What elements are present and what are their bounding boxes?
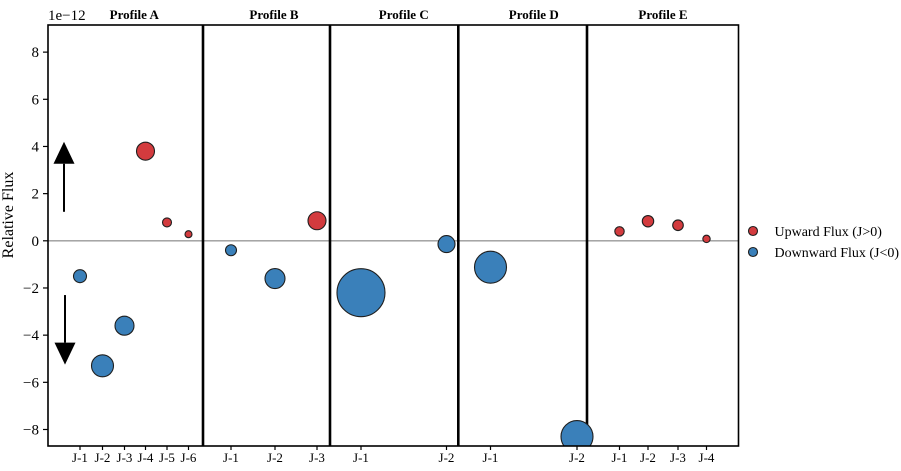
y-tick-label: −4 bbox=[23, 328, 39, 344]
y-tick-label: 8 bbox=[32, 45, 40, 61]
x-tick-label: J-5 bbox=[159, 450, 175, 465]
x-tick-label: J-2 bbox=[569, 450, 585, 465]
panel-title-profile-c: Profile C bbox=[379, 7, 429, 22]
data-points-layer bbox=[72, 141, 711, 446]
panel-separators-layer bbox=[201, 25, 589, 446]
x-tick-label: J-6 bbox=[181, 450, 197, 465]
panel-titles-layer: Profile A Profile B Profile C Profile D Prof… bbox=[110, 7, 688, 22]
panel-title-profile-e: Profile E bbox=[638, 7, 687, 22]
bubble-profile-a-j-2 bbox=[90, 354, 115, 378]
legend-marker-up bbox=[747, 225, 759, 237]
x-tick-label: J-3 bbox=[309, 450, 325, 465]
bubble-profile-a-j-6 bbox=[184, 230, 193, 239]
bubble-profile-a-j-3 bbox=[114, 315, 135, 336]
x-tick-label: J-1 bbox=[483, 450, 499, 465]
y-tick-label: −6 bbox=[23, 375, 39, 391]
bubble-profile-c-j-2 bbox=[437, 235, 456, 254]
bubble-profile-e-j-3 bbox=[672, 219, 684, 232]
y-tick-label: −8 bbox=[23, 422, 39, 438]
panel-title-profile-a: Profile A bbox=[110, 7, 160, 22]
x-axis-layer: J-1 J-2 J-3 J-4 J-5 J-6 J-1 J-2 J-3 J-1 J-2 J-1 J-2 J… bbox=[72, 446, 715, 465]
x-tick-label: J-2 bbox=[640, 450, 656, 465]
y-tick-label: 2 bbox=[32, 187, 40, 203]
x-tick-label: J-1 bbox=[612, 450, 628, 465]
panel-title-profile-d: Profile D bbox=[509, 7, 559, 22]
x-tick-label: J-2 bbox=[95, 450, 111, 465]
bubble-profile-b-j-2 bbox=[264, 267, 286, 290]
up-arrow-head bbox=[53, 141, 75, 164]
y-tick-label: 4 bbox=[32, 139, 40, 155]
x-tick-label: J-1 bbox=[72, 450, 88, 465]
bubble-profile-a-j-5 bbox=[161, 217, 173, 228]
direction-arrows-layer bbox=[53, 141, 76, 365]
panel-title-profile-b: Profile B bbox=[249, 7, 299, 22]
y-axis-label: Relative Flux bbox=[0, 172, 17, 259]
x-tick-label: J-1 bbox=[223, 450, 239, 465]
bubble-profile-e-j-2 bbox=[641, 214, 655, 228]
bubble-profile-e-j-1 bbox=[614, 226, 625, 237]
x-tick-label: J-3 bbox=[117, 450, 133, 465]
y-tick-label: 6 bbox=[32, 92, 40, 108]
legend-marker-down bbox=[747, 246, 759, 258]
x-tick-label: J-3 bbox=[670, 450, 686, 465]
bubble-profile-d-j-1 bbox=[473, 250, 508, 284]
bubble-profile-c-j-1 bbox=[336, 268, 386, 318]
y-tick-label: −2 bbox=[23, 281, 39, 297]
bubble-profile-a-j-1 bbox=[72, 269, 88, 284]
bubble-profile-b-j-1 bbox=[224, 244, 238, 257]
x-tick-label: J-4 bbox=[138, 450, 154, 465]
legend-label-up: Upward Flux (J>0) bbox=[775, 225, 883, 240]
x-tick-label: J-2 bbox=[439, 450, 455, 465]
x-tick-label: J-1 bbox=[353, 450, 369, 465]
down-arrow-head bbox=[54, 342, 76, 365]
x-tick-label: J-2 bbox=[267, 450, 283, 465]
bubble-profile-b-j-3 bbox=[307, 211, 327, 231]
plot-border bbox=[47, 24, 740, 447]
y-axis-layer: −8 −6 −4 −2 0 2 4 6 8 bbox=[23, 45, 48, 438]
bubble-profile-e-j-4 bbox=[702, 234, 711, 244]
legend-layer: Upward Flux (J>0) Downward Flux (J<0) bbox=[747, 225, 900, 261]
x-tick-label: J-4 bbox=[699, 450, 715, 465]
y-tick-label: 0 bbox=[32, 234, 40, 250]
y-axis-offset-label: 1e−12 bbox=[48, 8, 86, 24]
bubble-profile-d-j-2 bbox=[560, 420, 594, 446]
bubble-profile-a-j-4 bbox=[135, 141, 156, 161]
legend-label-down: Downward Flux (J<0) bbox=[775, 246, 900, 261]
